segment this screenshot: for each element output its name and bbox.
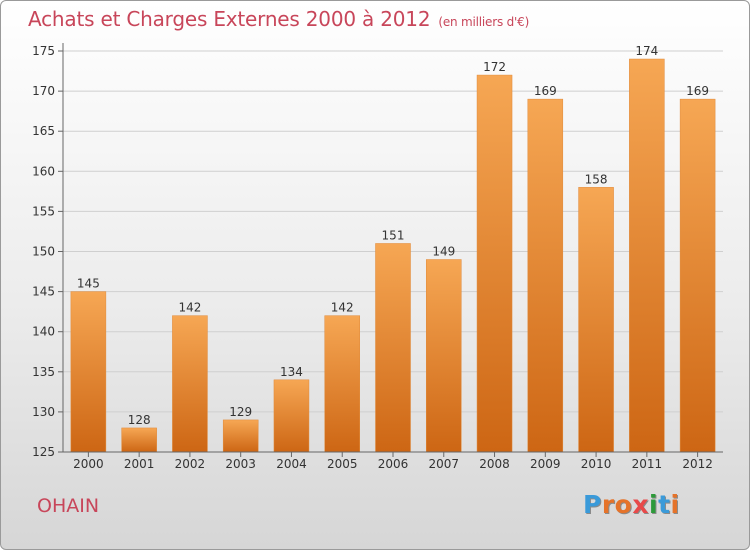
bar (70, 291, 107, 453)
y-tick-label: 140 (32, 325, 55, 339)
proxiti-logo: Proxiti (583, 490, 680, 519)
logo-letter: t (658, 490, 671, 519)
bar (375, 243, 411, 453)
bar (222, 419, 259, 453)
bar (578, 187, 614, 453)
bar (324, 315, 360, 453)
chart-title-text: Achats et Charges Externes 2000 à 2012 (28, 7, 431, 31)
bar (426, 259, 462, 453)
value-label: 129 (229, 405, 252, 419)
value-label: 158 (585, 172, 608, 186)
bar (476, 74, 513, 453)
bars (70, 58, 716, 453)
y-tick-label: 165 (32, 124, 55, 138)
logo-letter: x (632, 490, 649, 519)
y-tick-label: 125 (32, 445, 55, 459)
bar (629, 58, 665, 453)
y-tick-label: 155 (32, 204, 55, 218)
x-tick-label: 2008 (479, 457, 510, 471)
y-axis: 125 130 135 140 145 150 155 160 165 170 175 (32, 43, 64, 459)
x-tick-label: 2000 (73, 457, 104, 471)
y-tick-label: 175 (32, 44, 55, 58)
x-tick-label: 2006 (378, 457, 409, 471)
chart-title: Achats et Charges Externes 2000 à 2012 (e… (28, 7, 529, 31)
y-tick-label: 150 (32, 245, 55, 259)
logo-letter: P (583, 490, 602, 519)
y-tick-label: 160 (32, 164, 55, 178)
value-label: 145 (77, 277, 100, 291)
y-tick-label: 170 (32, 84, 55, 98)
city-name: OHAIN (37, 495, 100, 517)
y-tick-label: 130 (32, 405, 55, 419)
x-tick-label: 2004 (276, 457, 307, 471)
x-axis: 2000 2001 2002 2003 2004 2005 2006 2007 2008 2009… (63, 451, 723, 471)
value-label: 169 (686, 84, 709, 98)
x-tick-label: 2011 (632, 457, 663, 471)
x-tick-label: 2007 (428, 457, 459, 471)
value-label: 142 (178, 301, 201, 315)
logo-letter: i (649, 490, 659, 519)
value-label: 174 (635, 44, 658, 58)
value-label: 169 (534, 84, 557, 98)
value-label: 149 (432, 245, 455, 259)
bar (172, 315, 208, 453)
bar (679, 98, 716, 453)
value-label: 134 (280, 365, 303, 379)
bar (527, 98, 564, 453)
bar (121, 427, 157, 453)
x-tick-label: 2012 (682, 457, 713, 471)
chart-subtitle: (en milliers d'€) (438, 15, 530, 29)
value-label: 128 (128, 413, 151, 427)
x-tick-label: 2001 (124, 457, 155, 471)
logo-letter: o (614, 490, 633, 519)
x-tick-label: 2005 (327, 457, 358, 471)
value-label: 172 (483, 60, 506, 74)
x-tick-label: 2009 (530, 457, 561, 471)
x-tick-label: 2010 (581, 457, 612, 471)
y-tick-label: 145 (32, 285, 55, 299)
y-tick-label: 135 (32, 365, 55, 379)
logo-letter: r (601, 490, 615, 519)
logo-letter: i (670, 490, 680, 519)
bar (273, 379, 310, 453)
x-tick-label: 2002 (175, 457, 206, 471)
value-label: 151 (382, 228, 405, 242)
x-tick-label: 2003 (225, 457, 256, 471)
value-label: 142 (331, 301, 354, 315)
value-labels: 145 128 142 129 134 142 151 149 172 169 158 174 169 (77, 44, 709, 427)
